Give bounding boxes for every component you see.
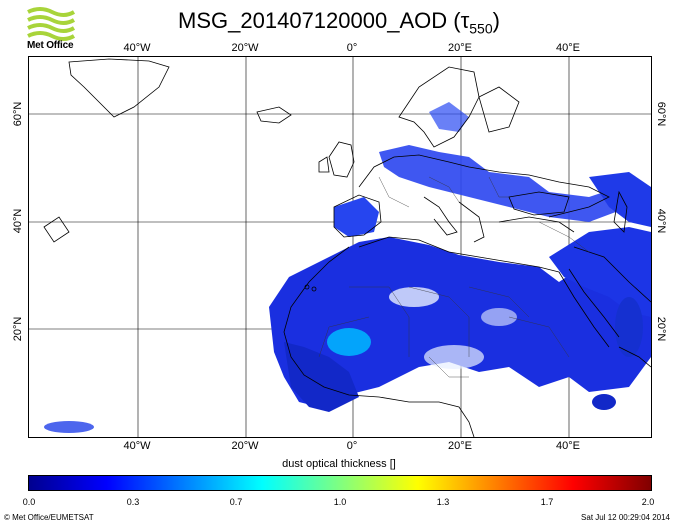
lon-label-bottom-40w: 40°W [123,440,151,452]
lon-label-bottom-40e: 40°E [556,440,580,452]
lat-label-right-40n: 40°N [655,208,667,234]
title-main: MSG_201407120000_AOD (τ [178,8,470,33]
colorbar-title: dust optical thickness [] [282,458,396,470]
colorbar-tick: 2.0 [641,497,655,507]
colorbar-tick: 1.0 [333,497,347,507]
lon-label-top-20w: 20°W [231,42,259,54]
lon-label-bottom-0: 0° [346,440,358,452]
colorbar [28,475,652,491]
lon-label-top-0: 0° [346,42,358,54]
lat-label-right-20n: 20°N [655,316,667,342]
copyright-text: © Met Office/EUMETSAT [4,513,94,522]
colorbar-tick: 0.0 [22,497,36,507]
lat-label-left-20n: 20°N [12,316,24,342]
colorbar-tick: 1.7 [540,497,554,507]
lon-label-bottom-20w: 20°W [231,440,259,452]
title-sub: 550 [469,20,493,37]
aod-field [44,102,651,433]
map-canvas [29,57,651,437]
lat-label-left-60n: 60°N [12,101,24,127]
lat-label-left-40n: 40°N [12,208,24,234]
colorbar-tick: 0.7 [229,497,243,507]
aod-map [28,56,652,438]
met-office-logo-icon [27,7,76,41]
page-title: MSG_201407120000_AOD (τ550) [0,8,678,36]
lon-label-top-40w: 40°W [123,42,151,54]
coastlines [43,58,651,437]
colorbar-tick: 1.3 [436,497,450,507]
lon-label-top-40e: 40°E [556,42,580,54]
borders [318,176,590,378]
logo-text: Met Office [27,40,74,51]
timestamp-text: Sat Jul 12 00:29:04 2014 [581,513,670,522]
title-end: ) [492,8,500,33]
lon-label-bottom-20e: 20°E [448,440,472,452]
lon-label-top-20e: 20°E [448,42,472,54]
lat-label-right-60n: 60°N [655,101,667,127]
colorbar-tick: 0.3 [126,497,140,507]
